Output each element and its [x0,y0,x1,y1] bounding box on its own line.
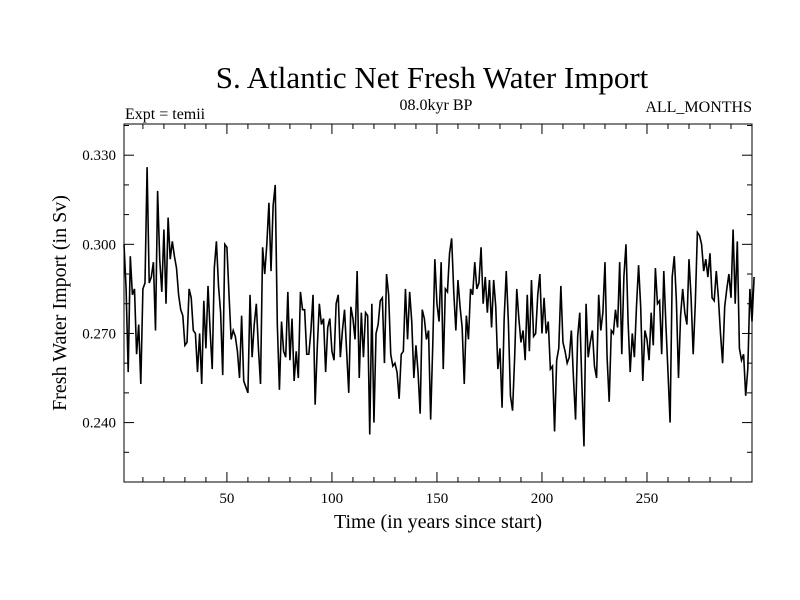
chart-subtitle-right: ALL_MONTHS [645,99,752,116]
x-tick-label: 150 [426,491,449,507]
x-tick-label: 50 [219,491,234,507]
y-axis-label: Fresh Water Import (in Sv) [49,195,71,411]
x-tick-label: 250 [636,491,659,507]
x-axis-label: Time (in years since start) [334,511,542,533]
chart-subtitle-left: Expt = temii [125,106,206,123]
x-tick-label: 200 [531,491,554,507]
series-layer [123,167,755,447]
axis-ticks: 50 100 150 200 250 0.240 0.270 0.300 0.330 [82,124,753,507]
chart-title: S. Atlantic Net Fresh Water Import [216,60,649,95]
series-line [123,167,755,447]
y-tick-label: 0.330 [82,148,116,164]
plot-frame [123,123,753,483]
y-tick-label: 0.270 [82,326,116,342]
y-tick-label: 0.240 [82,416,116,432]
x-tick-label: 100 [321,491,344,507]
chart-subtitle-center: 08.0kyr BP [400,97,473,114]
y-tick-label: 0.300 [82,237,116,253]
